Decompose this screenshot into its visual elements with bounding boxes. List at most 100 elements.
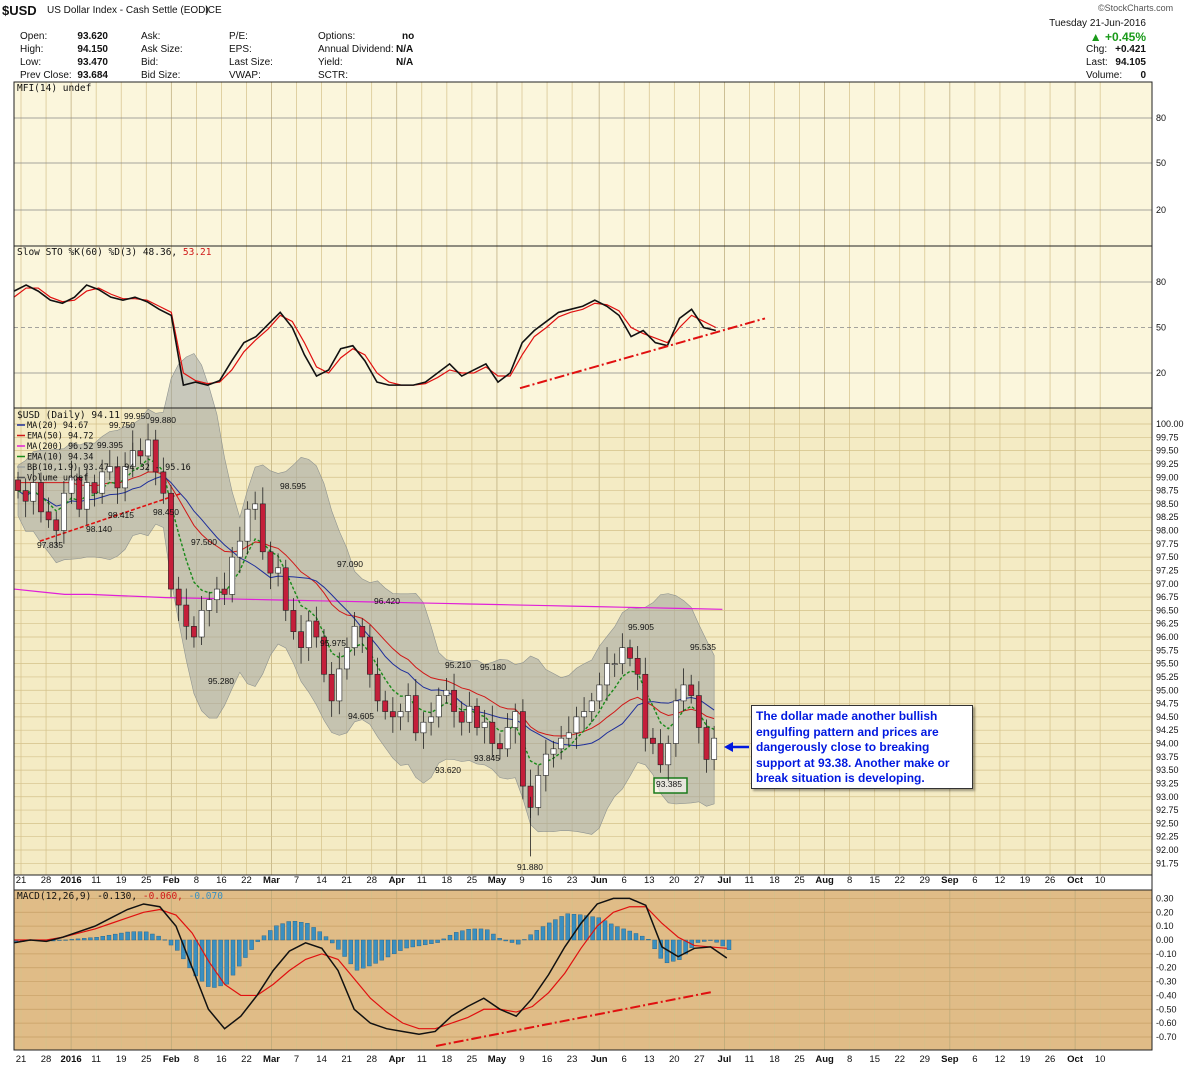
date-tick-label: Apr: [389, 875, 406, 886]
candle: [581, 697, 587, 731]
candle: [175, 576, 182, 622]
candle: [650, 728, 656, 755]
price-tick-label: 96.75: [1156, 592, 1179, 602]
candle: [703, 719, 710, 773]
macd-histogram-bar: [671, 939, 676, 962]
legend-label: EMA(50) 94.72: [27, 432, 94, 442]
candle-body: [152, 439, 159, 473]
candle: [22, 478, 29, 518]
ask-label: Ask:: [141, 31, 161, 42]
candle: [435, 687, 442, 728]
high-value: 94.150: [77, 44, 108, 55]
macd-title-signal: -0.060,: [143, 891, 183, 902]
dividend-value: N/A: [396, 44, 414, 55]
candle-body: [252, 503, 259, 510]
date-tick-label: 28: [366, 1054, 377, 1065]
price-tick-label: 99.25: [1156, 459, 1179, 469]
candle: [351, 611, 358, 656]
date-tick-label: 11: [417, 875, 427, 886]
price-annotation: 99.950: [124, 411, 150, 421]
candle-body: [611, 663, 618, 665]
candle: [619, 633, 626, 675]
candle: [282, 559, 289, 622]
macd-histogram-bar: [497, 938, 502, 941]
macd-histogram-bar: [559, 916, 564, 941]
candle: [412, 679, 419, 741]
candle: [298, 615, 304, 664]
macd-histogram-bar: [342, 939, 347, 957]
candle: [53, 511, 60, 547]
candle-body: [351, 626, 358, 648]
macd-line: [13, 897, 728, 1035]
candle: [76, 467, 83, 518]
price-annotation: 98.595: [280, 481, 306, 491]
candle-body: [389, 711, 396, 718]
date-tick-label: 16: [542, 875, 553, 886]
candle-body: [650, 737, 656, 744]
candle: [565, 716, 572, 747]
candle: [244, 501, 251, 555]
price-tick-label: 95.00: [1156, 685, 1179, 695]
candle: [198, 595, 205, 645]
candle-body: [573, 716, 580, 734]
legend-label: EMA(10) 94.34: [27, 453, 94, 463]
macd-histogram-bar: [652, 939, 657, 950]
date-tick-label: 19: [116, 1054, 127, 1065]
date-tick-label: 13: [644, 1054, 655, 1065]
macd-histogram-bar: [174, 939, 180, 951]
candle-body: [122, 466, 128, 489]
candle-body: [428, 716, 434, 723]
macd-histogram-bar: [243, 939, 248, 958]
macd-tick-label: 0.20: [1156, 907, 1174, 917]
macd-histogram-bar: [683, 939, 688, 955]
quote-header: $USD US Dollar Index - Cash Settle (EOD)…: [0, 0, 1200, 95]
date-tick-label: 14: [316, 1054, 327, 1065]
macd-histogram-bar: [615, 926, 620, 941]
date-tick-label: 25: [141, 1054, 152, 1065]
legend-label: MA(200) 96.52: [27, 442, 94, 452]
date-tick-label: 25: [141, 875, 152, 886]
date-tick-label: 6: [622, 875, 627, 886]
macd-histogram-bar: [299, 922, 304, 941]
macd-histogram-bar: [305, 923, 310, 941]
candle-body: [581, 711, 587, 718]
macd-histogram-bar: [162, 939, 168, 941]
price-tick-label: 91.75: [1156, 858, 1179, 868]
date-tick-label: Mar: [263, 1054, 280, 1065]
sctr-label: SCTR:: [318, 70, 348, 81]
sto-title-d: 53.21: [183, 247, 212, 258]
macd-histogram-bar: [708, 939, 713, 941]
macd-histogram-bar: [621, 928, 626, 941]
macd-histogram-bar: [348, 939, 353, 965]
macd-histogram-bar: [268, 930, 273, 941]
candle-body: [627, 647, 633, 659]
date-tick-label: 10: [1095, 1054, 1106, 1065]
macd-histogram-bar: [63, 939, 68, 941]
date-tick-label: 19: [1020, 1054, 1031, 1065]
candle-body: [451, 689, 457, 712]
macd-title: MACD(12,26,9) -0.130, -0.060, -0.070: [17, 891, 223, 902]
macd-histogram-bar: [658, 939, 663, 959]
date-tick-label: 2016: [61, 1054, 82, 1065]
candle-body: [565, 732, 572, 739]
candle: [68, 460, 75, 504]
price-tick-label: 95.50: [1156, 659, 1179, 669]
macd-histogram-bar: [627, 930, 632, 941]
open-label: Open:: [20, 31, 48, 42]
candle-body: [374, 673, 381, 702]
candle-body: [183, 604, 190, 627]
candle: [382, 690, 389, 720]
macd-histogram-bar: [385, 939, 391, 958]
date-tick-label: 12: [995, 875, 1006, 886]
price-tick-label: 99.00: [1156, 472, 1179, 482]
macd-histogram-bar: [714, 939, 719, 943]
candle-body: [466, 705, 473, 723]
candle: [145, 423, 151, 472]
candle-body: [83, 482, 90, 510]
candle-body: [191, 626, 197, 638]
date-tick-label: 22: [894, 875, 905, 886]
candle: [290, 598, 297, 640]
macd-histogram-bar: [441, 938, 446, 941]
macd-histogram-bar: [379, 939, 384, 961]
options-label: Options:: [318, 31, 356, 42]
